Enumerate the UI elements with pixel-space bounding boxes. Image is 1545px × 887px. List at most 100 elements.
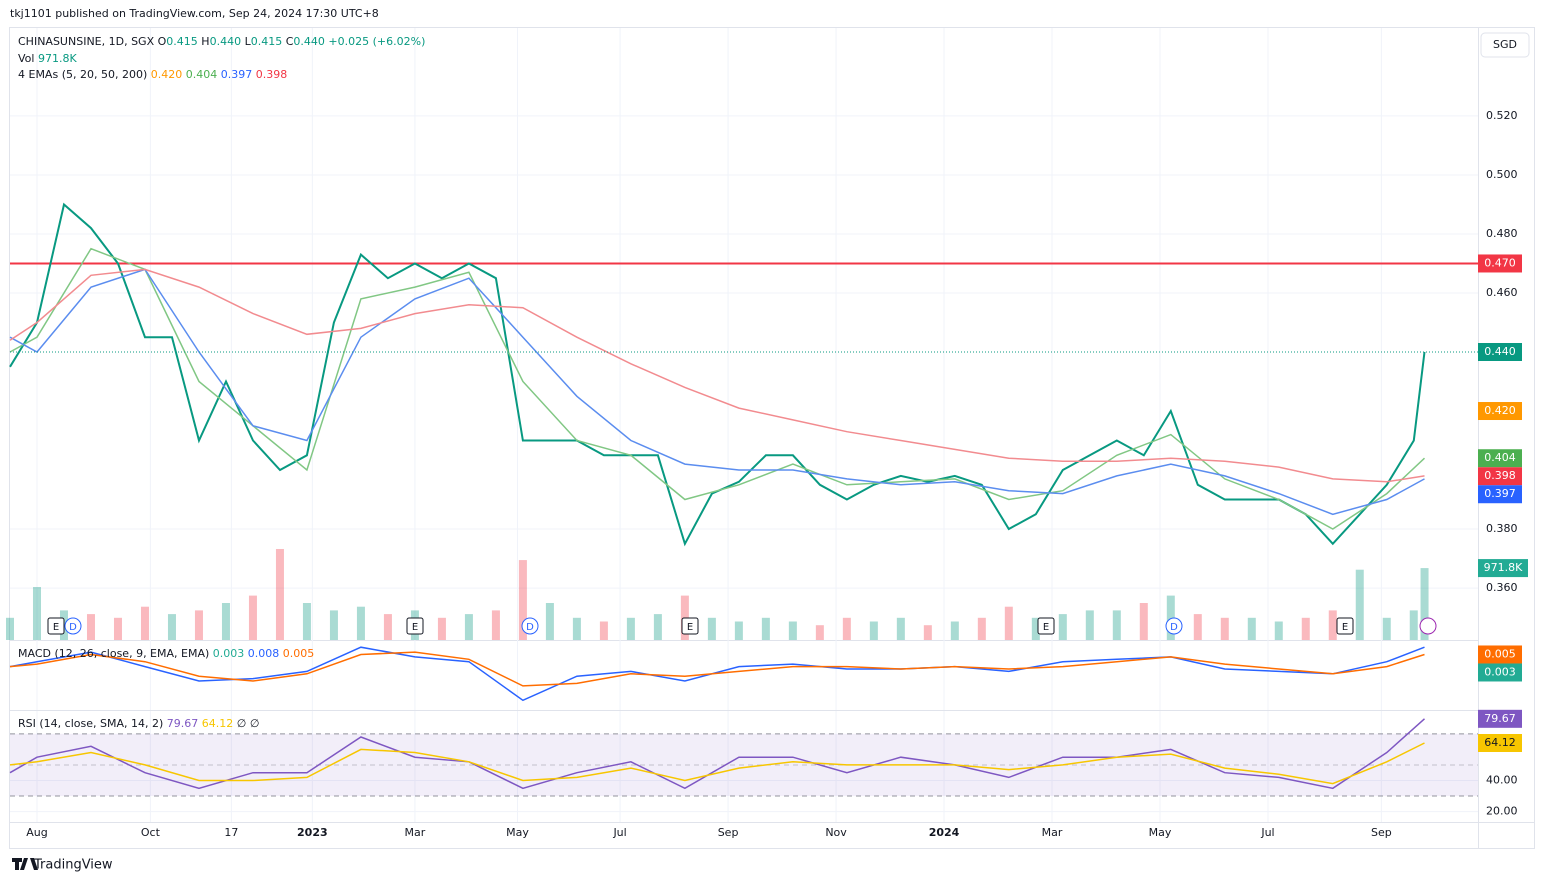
event-label: D [526,622,534,633]
legend-item: 0.398 [256,68,288,81]
y-tick-label: 0.480 [1486,227,1518,240]
price-label-bg [1478,559,1528,578]
legend-item: MACD (12, 26, close, 9, EMA, EMA) [18,647,209,660]
legend-item: 79.67 [167,717,199,730]
x-tick-label: 17 [224,826,238,839]
price-label: 0.404 [1484,451,1516,464]
legend-item: 0.440 [210,35,242,48]
legend: Vol 971.8K [18,52,77,65]
volume-bar [869,621,878,640]
event-badge [681,617,699,635]
series-line [9,268,1425,516]
legend-item: 971.8K [38,52,77,65]
volume-bar [1355,569,1364,640]
x-tick-label: Jul [612,826,626,839]
volume-bar [329,610,338,640]
volume-bar [1274,621,1283,640]
y-tick-label: 40.00 [1486,773,1518,786]
volume-bar [896,617,905,640]
price-label: 971.8K [1484,561,1523,574]
volume-bar [113,617,122,640]
volume-bar [32,587,41,640]
volume-bar [86,614,95,640]
legend-item: 0.420 [151,68,183,81]
volume-bar [437,617,446,640]
event-label: E [412,622,418,633]
volume-bar [761,617,770,640]
volume-bar [491,610,500,640]
event-badge [1165,617,1183,635]
legend-item: Vol [18,52,34,65]
series-line [9,202,1426,547]
x-tick-label: May [506,826,529,839]
legend-item: 0.404 [186,68,218,81]
x-tick-label: Aug [26,826,47,839]
price-label-bg [1478,663,1522,682]
y-tick-label: 0.360 [1486,581,1518,594]
x-tick-label: 2023 [297,826,328,839]
legend: 4 EMAs (5, 20, 50, 200) 0.420 0.404 0.39… [18,68,287,81]
price-label-bg [1478,467,1522,486]
price-label: 64.12 [1484,736,1516,749]
event-badge [64,617,82,635]
legend-item: CHINASUNSINE, 1D, SGX [18,35,155,48]
x-tick-label: 2024 [929,826,960,839]
event-badge [521,617,539,635]
legend-item: 0.008 [248,647,280,660]
legend-item: 0.415 [166,35,198,48]
event-label: E [687,622,693,633]
event-badge [1336,617,1354,635]
volume-bar [1193,614,1202,640]
volume-bar [1166,595,1175,640]
price-label: 0.420 [1484,404,1516,417]
ohlc-key: O [158,35,167,48]
legend-item: +0.025 (+6.02%) [328,35,425,48]
price-label: 79.67 [1484,712,1516,725]
x-tick-label: May [1149,826,1172,839]
currency[interactable]: SGD [1493,38,1517,51]
event-badge [47,617,65,635]
x-tick-label: Sep [718,826,739,839]
volume-bar [1220,617,1229,640]
volume-bar [518,560,527,640]
legend-item: 0.005 [283,647,315,660]
volume-bar [1382,617,1391,640]
price-label: 0.440 [1484,345,1516,358]
x-tick-label: Mar [1042,826,1063,839]
legend: MACD (12, 26, close, 9, EMA, EMA) 0.003 … [18,647,314,660]
volume-bar [275,548,284,640]
event-label: E [53,622,59,633]
price-label-bg [1478,254,1522,273]
volume-bar [464,614,473,640]
volume-bar [194,610,203,640]
price-label-bg [1478,733,1522,752]
event-label: D [69,622,77,633]
publisher: tkj1101 published on TradingView.com, Se… [10,7,379,20]
volume-bar [707,617,716,640]
frame [9,27,1535,849]
event-label: D [1170,622,1178,633]
y-tick-label: 20.00 [1486,805,1518,818]
volume-bar [1328,610,1337,640]
volume-bar [734,621,743,640]
volume-bar [167,614,176,640]
series-line [9,742,1425,785]
legend-item: 4 EMAs (5, 20, 50, 200) [18,68,147,81]
x-tick-label: Sep [1371,826,1392,839]
legend-item: 0.440 [293,35,325,48]
volume-bar [302,603,311,640]
volume-bar [1112,610,1121,640]
x-tick-label: Oct [141,826,161,839]
event-label: E [1043,622,1049,633]
currency-button[interactable] [1480,32,1530,58]
x-tick-label: Mar [405,826,426,839]
price-label-bg [1478,343,1522,361]
volume-bar [842,617,851,640]
legend-item: 0.415 [251,35,283,48]
price-label-bg [1478,709,1522,728]
volume-bar [1031,617,1040,640]
brand: TradingView [33,858,113,873]
y-tick-label: 0.520 [1486,109,1518,122]
volume-bar [572,617,581,640]
